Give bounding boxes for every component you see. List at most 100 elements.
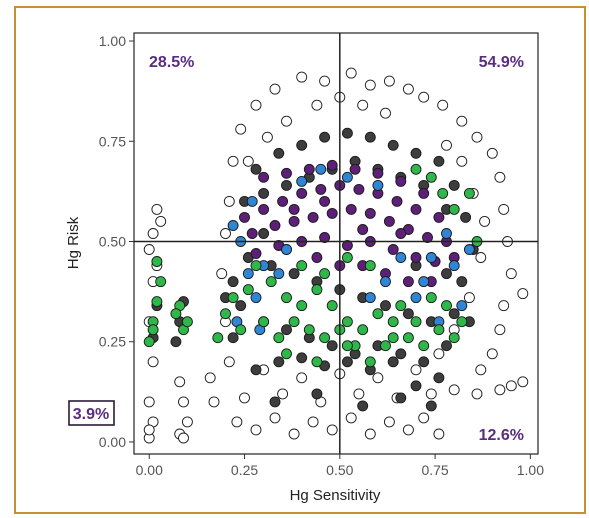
data-point [395, 300, 407, 312]
data-point [273, 147, 285, 159]
data-point [364, 292, 376, 304]
x-tick-label: 1.00 [517, 462, 544, 478]
data-point [410, 316, 422, 328]
data-point [456, 300, 468, 312]
data-point [345, 203, 357, 215]
data-point [235, 324, 247, 336]
data-point [380, 300, 391, 312]
data-point [258, 228, 270, 239]
data-point [494, 384, 506, 396]
data-point [437, 187, 449, 199]
data-point [380, 107, 391, 119]
data-point [425, 171, 437, 183]
data-point [410, 364, 422, 376]
data-point [433, 324, 445, 336]
data-point [402, 332, 414, 344]
plot-panel-border [133, 32, 539, 455]
data-point [281, 348, 292, 360]
data-point [441, 268, 452, 280]
data-point [273, 356, 285, 368]
quadrant-label-bottom-left-box [68, 400, 115, 426]
data-point [223, 195, 235, 207]
data-point [364, 207, 376, 219]
data-point [433, 372, 445, 384]
data-point [410, 292, 422, 304]
y-tick-label: 0.75 [99, 133, 126, 149]
data-point [387, 332, 399, 344]
data-point [250, 99, 262, 111]
data-point [448, 179, 460, 191]
data-point [341, 252, 353, 263]
data-point [395, 348, 407, 360]
x-tick-label: 0.75 [421, 462, 448, 478]
data-point [296, 372, 308, 384]
data-point [448, 203, 460, 215]
data-point [410, 380, 422, 392]
data-point [418, 356, 430, 368]
data-point [227, 292, 239, 304]
data-point [475, 364, 487, 376]
data-point [208, 396, 220, 408]
data-point [319, 268, 331, 280]
data-point [456, 115, 468, 127]
data-point [235, 123, 247, 135]
data-point [303, 163, 315, 175]
data-point [273, 332, 285, 344]
data-point [277, 195, 289, 207]
data-point [357, 324, 369, 336]
data-point [425, 400, 437, 412]
data-point [281, 167, 292, 179]
data-point [505, 380, 517, 392]
data-point [258, 187, 270, 199]
data-point [319, 232, 331, 243]
data-point [151, 203, 163, 215]
data-point [410, 163, 422, 175]
data-point [250, 292, 262, 304]
x-tick-label: 0.25 [231, 462, 258, 478]
data-point [155, 215, 167, 227]
data-point [433, 428, 445, 440]
data-point [227, 220, 239, 231]
data-point [220, 228, 231, 239]
data-point [418, 187, 430, 199]
data-point [341, 340, 353, 352]
data-point [425, 252, 437, 263]
data-point [258, 203, 270, 215]
data-point [212, 332, 224, 344]
data-point [380, 276, 391, 288]
data-point [311, 99, 323, 111]
data-point [288, 428, 300, 440]
data-point [250, 248, 262, 259]
data-point [288, 215, 300, 227]
quadrant-label-bottom-right: 12.6% [479, 427, 524, 444]
data-point [250, 260, 262, 272]
data-point [418, 412, 430, 424]
data-point [220, 308, 231, 320]
data-point [307, 416, 319, 428]
data-point [311, 252, 323, 263]
data-point [216, 268, 228, 280]
data-point [227, 155, 239, 167]
data-point [353, 388, 365, 400]
data-point [410, 252, 422, 263]
data-point [281, 179, 292, 191]
data-point [471, 388, 483, 400]
data-point [326, 424, 338, 436]
data-point [281, 292, 292, 304]
data-point [227, 332, 239, 344]
data-point [437, 99, 449, 111]
data-point [387, 316, 399, 328]
data-point [418, 91, 430, 103]
data-point [395, 252, 407, 263]
data-point [273, 268, 285, 280]
data-point [326, 159, 338, 171]
data-point [425, 388, 437, 400]
x-tick-label: 0.50 [326, 462, 353, 478]
quadrant-label-top-right: 54.9% [479, 54, 524, 71]
data-point [227, 276, 239, 288]
data-point [170, 336, 182, 348]
data-point [315, 183, 327, 195]
data-point [486, 348, 498, 360]
data-point [250, 424, 262, 436]
data-point [357, 224, 369, 235]
